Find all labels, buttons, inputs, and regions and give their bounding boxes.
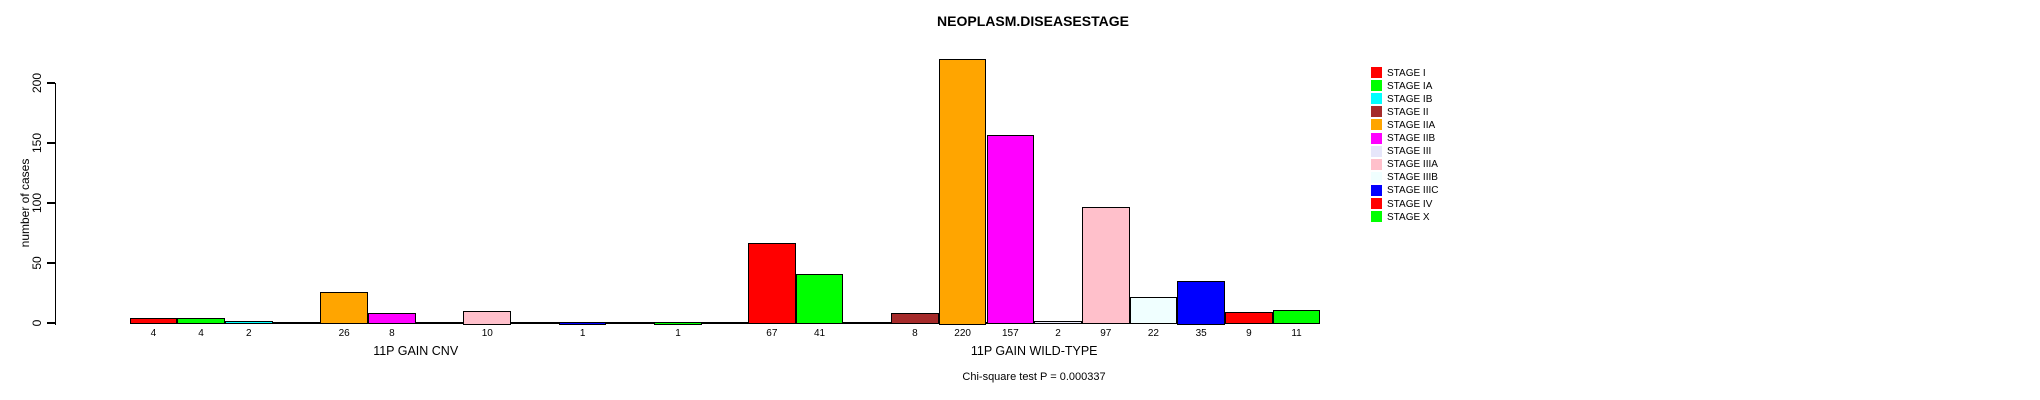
- x-axis-baseline: [129, 322, 1321, 324]
- legend-swatch: [1371, 158, 1382, 170]
- legend-swatch: [1371, 132, 1382, 144]
- legend-label: STAGE III: [1387, 146, 1432, 158]
- legend-item-stage-ia: STAGE IA: [1371, 80, 1491, 92]
- legend-label: STAGE IIIA: [1387, 159, 1438, 171]
- bar-stage-iiic: [1177, 281, 1225, 325]
- legend-label: STAGE X: [1387, 211, 1430, 223]
- x-group-label: 11P GAIN WILD-TYPE: [970, 344, 1098, 358]
- bar-stage-iiia: [1081, 206, 1130, 325]
- bar-stage-i: [748, 242, 796, 325]
- legend-swatch: [1371, 106, 1382, 118]
- bar-stage-iib: [986, 134, 1035, 325]
- legend-item-stage-iia: STAGE IIA: [1371, 119, 1491, 131]
- legend-item-stage-iiib: STAGE IIIB: [1371, 171, 1491, 184]
- legend-swatch: [1371, 80, 1382, 92]
- bar-value-label: 2: [1055, 328, 1061, 339]
- legend-label: STAGE IIIC: [1387, 185, 1439, 197]
- legend-label: STAGE II: [1387, 106, 1429, 118]
- bar-value-label: 97: [1100, 328, 1112, 339]
- legend-swatch: [1371, 184, 1382, 196]
- legend-swatch: [1371, 119, 1382, 131]
- bar-value-label: 8: [389, 328, 395, 339]
- legend-item-stage-iii: STAGE III: [1371, 145, 1491, 158]
- legend-label: STAGE IV: [1387, 198, 1433, 210]
- bar-value-label: 8: [912, 328, 918, 339]
- y-tick-mark: [46, 142, 55, 144]
- bar-stage-ib: [224, 320, 273, 325]
- bar-value-label: 10: [481, 328, 493, 339]
- legend-label: STAGE IA: [1387, 80, 1433, 92]
- chi-square-annotation: Chi-square test P = 0.000337: [962, 371, 1106, 383]
- bar-value-label: 35: [1195, 328, 1207, 339]
- legend-item-stage-iiia: STAGE IIIA: [1371, 158, 1491, 171]
- legend-label: STAGE IIA: [1387, 119, 1436, 131]
- legend-item-stage-x: STAGE X: [1371, 211, 1491, 223]
- bar-stage-iv: [1225, 312, 1273, 325]
- bar-stage-iia: [320, 291, 368, 325]
- bar-value-label: 9: [1246, 328, 1252, 339]
- bar-stage-iiia: [463, 311, 512, 325]
- legend-label: STAGE IIB: [1387, 133, 1436, 144]
- legend-item-stage-ii: STAGE II: [1371, 106, 1491, 118]
- y-axis-line: [54, 83, 56, 325]
- legend-swatch: [1371, 67, 1382, 78]
- legend-item-stage-iiic: STAGE IIIC: [1371, 184, 1491, 197]
- bar-value-label: 41: [813, 328, 826, 339]
- bar-stage-iiib: [1129, 296, 1178, 325]
- bar-stage-i: [129, 318, 178, 325]
- y-tick-mark: [46, 202, 55, 204]
- legend-swatch: [1371, 198, 1382, 209]
- bar-value-label: 2: [245, 328, 252, 339]
- legend-swatch: [1371, 211, 1382, 223]
- legend-swatch: [1371, 171, 1382, 183]
- bar-value-label: 4: [150, 328, 157, 339]
- bar-stage-iib: [368, 313, 416, 325]
- legend-item-stage-iib: STAGE IIB: [1371, 132, 1491, 144]
- bar-stage-x: [1272, 309, 1321, 325]
- bar-value-label: 67: [766, 328, 778, 339]
- y-tick-mark: [46, 262, 55, 264]
- legend-item-stage-i: STAGE I: [1371, 67, 1491, 79]
- legend-label: STAGE I: [1387, 67, 1426, 79]
- bar-stage-ia: [795, 273, 844, 325]
- legend-swatch: [1371, 145, 1382, 157]
- legend-item-stage-ib: STAGE IB: [1371, 93, 1491, 105]
- bar-value-label: 1: [579, 328, 586, 339]
- legend-label: STAGE IB: [1387, 93, 1433, 105]
- bar-value-label: 220: [954, 328, 971, 339]
- bar-value-label: 1: [675, 328, 681, 339]
- x-group-label: 11P GAIN CNV: [373, 344, 459, 358]
- y-tick-mark: [46, 82, 55, 84]
- y-tick-mark: [46, 322, 55, 324]
- bar-value-label: 26: [338, 328, 350, 339]
- bar-value-label: 157: [1002, 328, 1019, 339]
- chart-title: NEOPLASM.DISEASESTAGE: [937, 13, 1129, 29]
- bar-value-label: 4: [198, 328, 204, 339]
- bar-value-label: 22: [1147, 328, 1159, 339]
- bar-stage-iii: [1034, 320, 1082, 325]
- bar-stage-iia: [938, 59, 987, 325]
- bar-stage-x: [654, 321, 702, 325]
- bar-stage-ii: [891, 313, 939, 325]
- legend-label: STAGE IIIB: [1387, 172, 1438, 184]
- legend-item-stage-iv: STAGE IV: [1371, 198, 1491, 210]
- bar-stage-ia: [177, 318, 225, 325]
- bar-stage-iiic: [558, 321, 607, 325]
- legend-swatch: [1371, 93, 1382, 105]
- bar-value-label: 11: [1291, 328, 1302, 339]
